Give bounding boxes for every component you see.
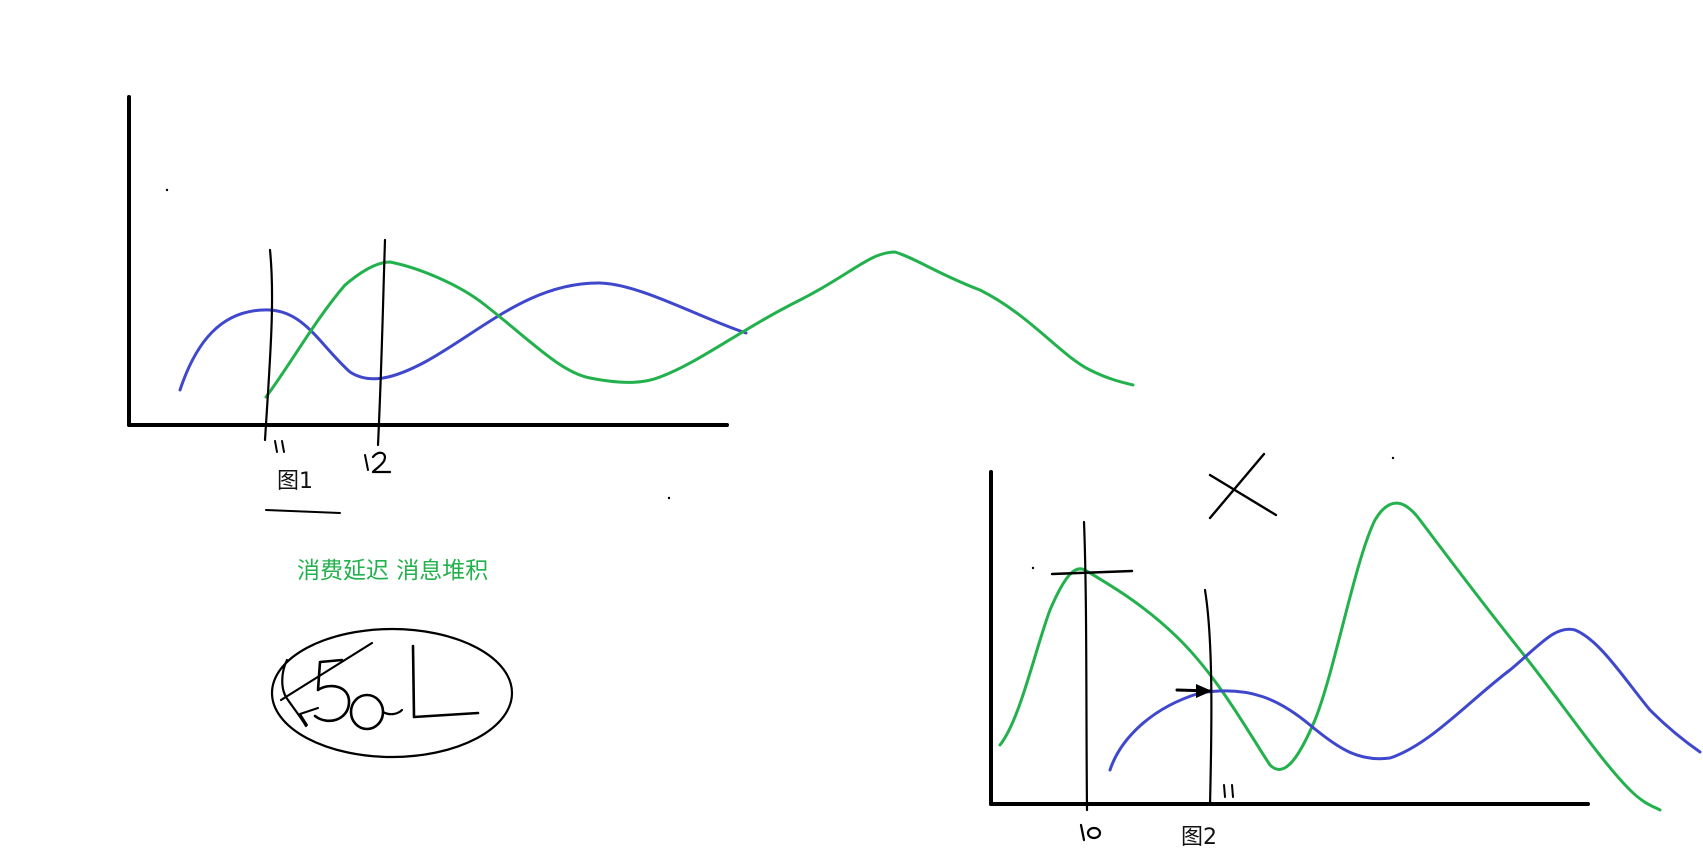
figure-1-blue-curve [178, 281, 748, 392]
figure-1-mark-t1 [274, 440, 285, 453]
figure-2: 图2 [989, 452, 1702, 850]
figure-1-marker-line-1 [263, 248, 274, 442]
sketch-letter-L [411, 644, 480, 719]
stray-dot [1391, 456, 1395, 460]
consumer-lag-note: 消费延迟 消息堆积 [297, 558, 488, 584]
figure-1-marker-line-2 [376, 238, 387, 447]
figure-1-mark-t2 [364, 451, 392, 474]
figure-2-peak-crossbar [1050, 569, 1134, 576]
stray-dot [1031, 566, 1035, 570]
sketch-digit-0 [349, 693, 385, 731]
stray-dot [667, 496, 671, 500]
figure-1-caption: 图1 [277, 469, 313, 494]
figure-2-caption: 图2 [1181, 825, 1217, 850]
figure-2-blue-curve [1108, 627, 1702, 772]
sketch-diagonal-stroke [279, 641, 374, 702]
figure-2-green-curve [998, 501, 1662, 812]
figure-2-marker-line-t1 [1203, 588, 1213, 807]
sketch-digit-5 [313, 658, 351, 723]
circled-sketch [270, 627, 514, 759]
cross-mark-icon [1208, 452, 1278, 520]
figure-2-mark-t1 [1223, 784, 1234, 798]
sketch-digit-0-tail [381, 708, 404, 716]
stray-dot [165, 188, 169, 192]
figure-1-underline [265, 509, 341, 514]
figure-1: 图1 [127, 95, 1135, 514]
sketch-left-hook [281, 658, 308, 728]
sketch-ellipse [270, 627, 514, 759]
figure-2-arrow-head [1196, 684, 1212, 698]
figure-2-marker-line-t0 [1082, 520, 1089, 812]
figure-2-mark-t0 [1079, 823, 1102, 842]
sketch-arrow-head [299, 707, 319, 726]
figure-1-green-curve [264, 250, 1135, 399]
